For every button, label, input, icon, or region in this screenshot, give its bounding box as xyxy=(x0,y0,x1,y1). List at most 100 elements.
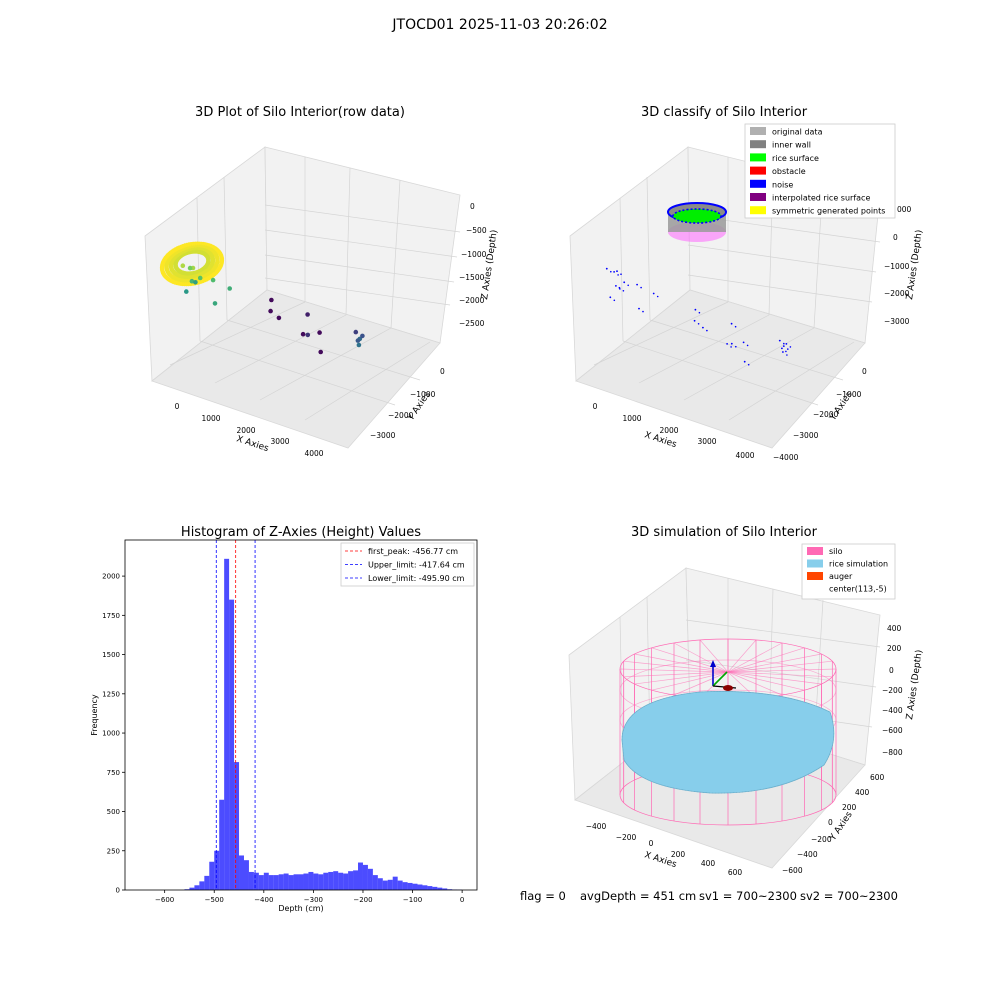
histogram-y-tick: 1000 xyxy=(102,730,120,738)
classify-legend-swatch xyxy=(750,140,766,149)
raw-point xyxy=(227,286,232,291)
noise-point xyxy=(627,284,629,287)
classify-y-tick: 0 xyxy=(862,367,867,376)
simulation-z-tick: 0 xyxy=(889,666,894,675)
classify-y-tick: −1000 xyxy=(836,390,862,399)
histogram-bar xyxy=(402,882,408,890)
simulation-x-tick: 600 xyxy=(728,868,743,877)
histogram-bar xyxy=(234,762,240,890)
histogram-bar xyxy=(367,868,373,890)
classify-z-tick: −2000 xyxy=(884,289,910,298)
simulation-y-tick: −200 xyxy=(811,835,832,844)
histogram-bar xyxy=(278,874,284,890)
histogram-bar xyxy=(209,861,215,890)
histogram-bar xyxy=(412,883,418,890)
raw-point xyxy=(355,338,361,343)
raw-x-tick: 3000 xyxy=(270,437,289,446)
classify-z-tick-partial: 000 xyxy=(897,205,912,214)
simulation-x-tick: 200 xyxy=(671,850,686,859)
histogram-x-tick: 0 xyxy=(460,896,464,904)
raw-point xyxy=(193,280,198,285)
histogram-y-tick: 1250 xyxy=(102,690,120,698)
noise-point xyxy=(734,325,737,328)
simulation-y-tick: 400 xyxy=(855,788,870,797)
raw-point xyxy=(318,349,324,355)
raw-point xyxy=(360,333,365,339)
auger-head xyxy=(723,685,733,691)
histogram-bar xyxy=(437,887,443,890)
noise-point xyxy=(613,271,615,273)
histogram-bar xyxy=(224,558,230,890)
panel-simulation-3d: 3D simulation of Silo Interior xyxy=(568,525,925,877)
histogram-x-tick: −500 xyxy=(205,896,224,904)
noise-point xyxy=(787,348,789,350)
noise-point xyxy=(638,307,640,310)
histogram-bar xyxy=(422,885,428,890)
noise-point xyxy=(698,311,701,314)
noise-point xyxy=(693,319,696,322)
histogram-bar xyxy=(348,871,354,890)
noise-point xyxy=(613,299,616,302)
raw-x-tick: 4000 xyxy=(304,449,323,458)
histogram-legend: first_peak: -456.77 cm Upper_limit: -417.… xyxy=(340,542,475,587)
classify-legend-label: symmetric generated points xyxy=(772,207,885,216)
noise-point xyxy=(730,322,733,325)
simulation-z-tick: −400 xyxy=(882,706,903,715)
simulation-y-tick: 200 xyxy=(842,803,857,812)
histogram-bar xyxy=(382,880,388,890)
histogram-bars xyxy=(184,558,463,890)
raw-point xyxy=(353,329,359,335)
classify-legend-label: inner wall xyxy=(772,141,811,150)
noise-point xyxy=(785,343,788,345)
histogram-x-tick: −100 xyxy=(403,896,422,904)
raw-x-tick: 2000 xyxy=(236,426,255,435)
simulation-legend-label: auger xyxy=(829,572,853,581)
histogram-bar xyxy=(308,871,314,890)
noise-point xyxy=(789,346,792,348)
noise-point xyxy=(652,292,655,295)
auger-y-arrow xyxy=(712,671,728,687)
raw-x-axis-label: X Axies xyxy=(235,434,270,454)
noise-point xyxy=(609,296,612,299)
histogram-bar xyxy=(189,887,195,890)
simulation-y-tick: −600 xyxy=(782,866,803,875)
classify-legend-label: rice surface xyxy=(772,154,819,163)
classify-legend-swatch xyxy=(750,206,766,215)
histogram-bar xyxy=(283,873,289,890)
noise-point xyxy=(642,310,644,313)
histogram-bar xyxy=(253,872,259,890)
histogram-legend-label: first_peak: -456.77 cm xyxy=(368,547,458,556)
noise-point xyxy=(706,329,708,332)
raw-point xyxy=(187,265,193,271)
panel-histogram: Histogram of Z-Axies (Height) Values −60… xyxy=(90,525,478,913)
simulation-x-tick: 0 xyxy=(649,839,654,848)
simulation-legend-box xyxy=(801,543,896,600)
noise-point xyxy=(605,267,608,270)
raw-y-tick: −2000 xyxy=(388,411,414,420)
histogram-y-tick: 2000 xyxy=(102,573,120,581)
noise-point xyxy=(747,363,750,366)
noise-point xyxy=(694,308,697,311)
raw-plot-title: 3D Plot of Silo Interior(row data) xyxy=(195,105,405,120)
histogram-bar xyxy=(387,879,393,890)
simulation-z-tick: −200 xyxy=(882,686,903,695)
histogram-bar xyxy=(432,886,438,890)
raw-point xyxy=(212,301,218,306)
noise-point xyxy=(782,345,785,347)
raw-point xyxy=(180,263,186,269)
panel-classify-3d: 3D classify of Silo Interior origin xyxy=(569,105,925,462)
classify-x-tick: 3000 xyxy=(697,437,716,446)
simulation-axis-ticks: −400 −200 0 200 400 600 −600 −400 −200 0… xyxy=(586,624,903,877)
footer-avg-depth: avgDepth = 451 cm xyxy=(580,889,697,903)
classify-legend-swatch xyxy=(750,179,766,188)
footer-flag: flag = 0 xyxy=(520,889,566,903)
noise-point xyxy=(742,341,745,344)
histogram-x-axis-label: Depth (cm) xyxy=(278,904,323,913)
raw-point xyxy=(317,330,322,335)
classify-legend-label: original data xyxy=(772,128,823,137)
histogram-bar xyxy=(293,874,299,890)
noise-point xyxy=(697,323,700,325)
histogram-bar xyxy=(199,881,205,890)
simulation-x-tick: −400 xyxy=(586,822,607,831)
